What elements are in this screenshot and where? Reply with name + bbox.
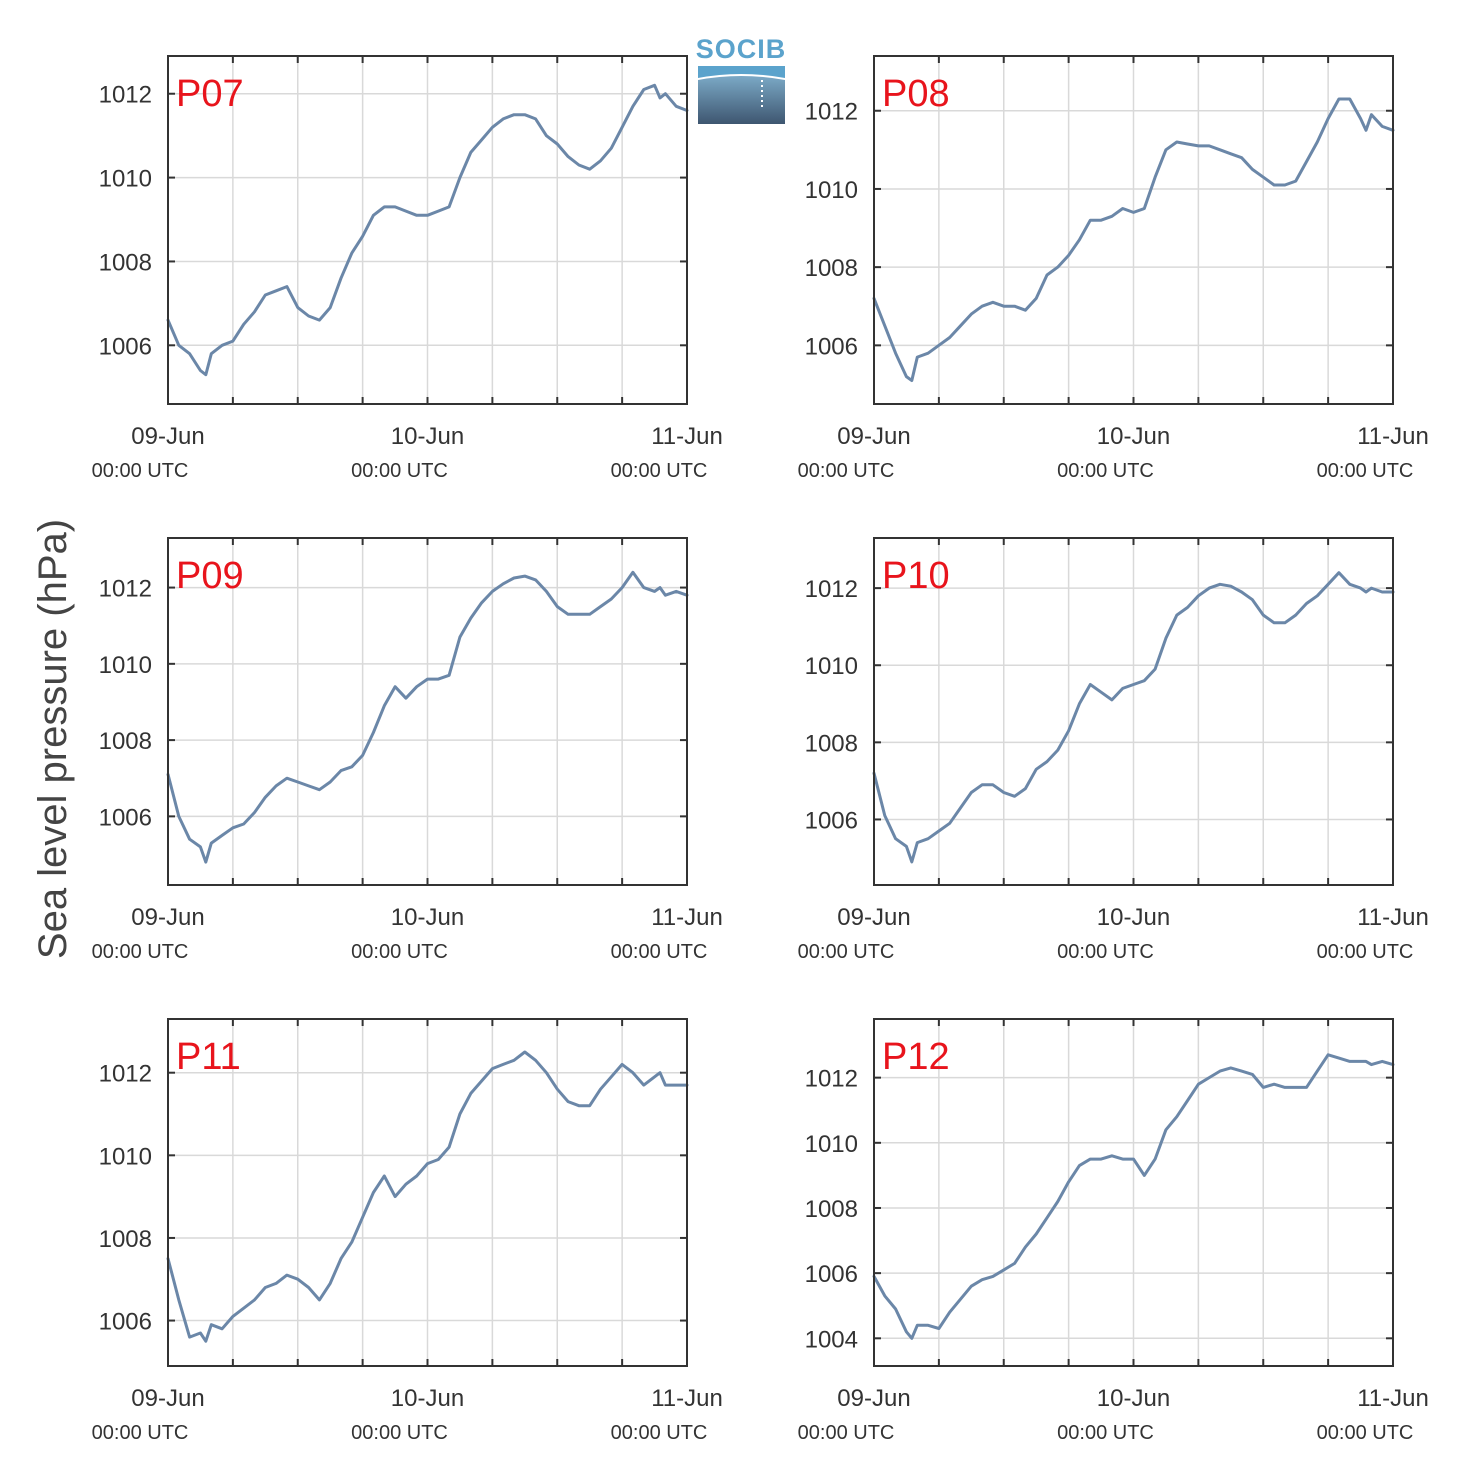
y-tick-label: 1010 [99, 652, 152, 679]
panel-p10: 1006 1008 1010 1012 09-Jun 00:00 UTC 10-Jun 00:… [798, 537, 1429, 963]
y-tick-label: 1006 [805, 1261, 858, 1288]
y-tick-label: 1008 [99, 728, 152, 755]
logo-text: SOCIB [696, 34, 787, 64]
plot-frame [167, 537, 688, 886]
series-line [166, 1050, 689, 1343]
x-tick-sublabel: 00:00 UTC [1057, 941, 1154, 963]
x-tick-label: 09-Jun [131, 904, 204, 931]
y-tick-label: 1012 [99, 82, 152, 109]
x-tick-sublabel: 00:00 UTC [611, 460, 708, 482]
x-tick-label: 09-Jun [837, 423, 910, 450]
y-tick-label: 1010 [99, 166, 152, 193]
y-tick-label: 1006 [99, 333, 152, 360]
x-tick-sublabel: 00:00 UTC [1317, 941, 1414, 963]
x-tick-sublabel: 00:00 UTC [92, 460, 189, 482]
y-tick-label: 1006 [805, 807, 858, 834]
plot-frame [167, 1018, 688, 1367]
x-tick-label: 10-Jun [391, 1385, 464, 1412]
y-tick-label: 1006 [99, 1309, 152, 1336]
panel-p11: 1006 1008 1010 1012 09-Jun 00:00 UTC 10-Jun 00:… [92, 1018, 723, 1444]
panel-label: P11 [176, 1036, 241, 1078]
plot-frame [167, 55, 688, 405]
x-tick-sublabel: 00:00 UTC [92, 1422, 189, 1444]
panel-p12: 1004 1006 1008 1010 1012 09-Jun 00:00 UTC 10-Ju… [798, 1018, 1429, 1444]
y-tick-label: 1010 [99, 1143, 152, 1170]
x-tick-label: 09-Jun [131, 423, 204, 450]
x-tick-sublabel: 00:00 UTC [611, 1422, 708, 1444]
y-tick-label: 1012 [99, 576, 152, 603]
y-tick-label: 1004 [805, 1326, 858, 1353]
panel-label: P12 [882, 1036, 950, 1078]
x-tick-sublabel: 00:00 UTC [351, 941, 448, 963]
plot-frame [873, 1018, 1394, 1367]
y-tick-label: 1008 [805, 730, 858, 757]
panel-label: P10 [882, 555, 950, 597]
x-tick-label: 11-Jun [1357, 1385, 1429, 1412]
plot-frame [873, 537, 1394, 886]
y-axis-label: Sea level pressure (hPa) [31, 519, 75, 959]
x-tick-label: 09-Jun [131, 1385, 204, 1412]
y-tick-label: 1006 [805, 333, 858, 360]
y-tick-label: 1008 [805, 1196, 858, 1223]
x-tick-sublabel: 00:00 UTC [611, 941, 708, 963]
x-tick-sublabel: 00:00 UTC [351, 1422, 448, 1444]
series-line [166, 570, 689, 864]
x-tick-label: 10-Jun [391, 423, 464, 450]
x-tick-label: 11-Jun [1357, 423, 1429, 450]
y-tick-label: 1010 [805, 1131, 858, 1158]
panel-p07: 1006 1008 1010 1012 09-Jun 00:00 UTC 10-Jun 00:… [92, 55, 723, 482]
x-tick-label: 11-Jun [1357, 904, 1429, 931]
panel-label: P07 [176, 73, 244, 115]
series-line [872, 571, 1395, 864]
panel-p08: 1006 1008 1010 1012 09-Jun 00:00 UTC 10-Jun 00:… [798, 55, 1429, 482]
panel-label: P09 [176, 555, 244, 597]
series-line [166, 83, 689, 377]
x-tick-sublabel: 00:00 UTC [798, 1422, 895, 1444]
plot-frame [873, 55, 1394, 405]
logo-bar [698, 66, 785, 78]
x-tick-sublabel: 00:00 UTC [351, 460, 448, 482]
y-tick-label: 1012 [805, 99, 858, 126]
x-tick-label: 10-Jun [1097, 423, 1170, 450]
x-tick-sublabel: 00:00 UTC [798, 941, 895, 963]
logo-wave-block [698, 76, 785, 124]
x-tick-sublabel: 00:00 UTC [92, 941, 189, 963]
y-tick-label: 1008 [99, 1226, 152, 1253]
x-tick-label: 11-Jun [651, 904, 723, 931]
y-tick-label: 1012 [805, 1066, 858, 1093]
x-tick-label: 09-Jun [837, 904, 910, 931]
x-tick-sublabel: 00:00 UTC [1317, 460, 1414, 482]
x-tick-label: 11-Jun [651, 1385, 723, 1412]
y-tick-label: 1010 [805, 653, 858, 680]
panel-label: P08 [882, 73, 950, 115]
x-tick-label: 11-Jun [651, 423, 723, 450]
x-tick-sublabel: 00:00 UTC [1317, 1422, 1414, 1444]
x-tick-sublabel: 00:00 UTC [1057, 1422, 1154, 1444]
x-tick-label: 10-Jun [1097, 904, 1170, 931]
panel-p09: 1006 1008 1010 1012 09-Jun 00:00 UTC 10-Jun 00:… [92, 537, 723, 963]
series-line [872, 1053, 1395, 1340]
x-tick-label: 10-Jun [391, 904, 464, 931]
series-line [872, 97, 1395, 382]
x-tick-sublabel: 00:00 UTC [798, 460, 895, 482]
panels: 1006 1008 1010 1012 09-Jun 00:00 UTC 10-Jun 00:… [92, 55, 1429, 1444]
x-tick-label: 10-Jun [1097, 1385, 1170, 1412]
y-tick-label: 1012 [99, 1061, 152, 1088]
y-tick-label: 1006 [99, 804, 152, 831]
y-tick-label: 1010 [805, 177, 858, 204]
y-tick-label: 1012 [805, 576, 858, 603]
socib-logo: SOCIB [696, 34, 787, 124]
x-tick-label: 09-Jun [837, 1385, 910, 1412]
x-tick-sublabel: 00:00 UTC [1057, 460, 1154, 482]
y-tick-label: 1008 [99, 249, 152, 276]
y-tick-label: 1008 [805, 255, 858, 282]
